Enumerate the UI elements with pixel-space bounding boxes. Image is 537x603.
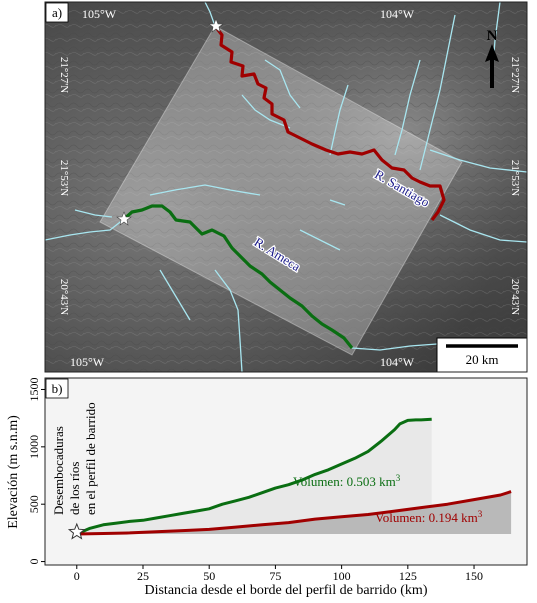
annotation-line-1: Desembocaduras — [51, 426, 66, 515]
lon-label: 104°W — [380, 355, 415, 369]
lat-label: 21°53'N — [509, 160, 521, 196]
x-axis-title: Distancia desde el borde del perfil de b… — [144, 583, 427, 598]
tributary — [429, 149, 527, 173]
x-tick-label: 100 — [333, 569, 351, 583]
volume-label-ameca: Volumen: 0.503 km3 — [293, 473, 401, 489]
y-tick-label: 500 — [27, 495, 41, 513]
volume-area-0 — [76, 419, 432, 534]
tributary — [45, 218, 125, 241]
river-santiago — [213, 25, 446, 221]
north-arrow-label: N — [487, 28, 498, 44]
tributary — [439, 214, 527, 243]
tributary — [264, 59, 301, 109]
volume-area-1 — [76, 491, 512, 534]
panel-label-box — [45, 378, 69, 399]
lat-label: 20°43'N — [58, 279, 70, 315]
mouth-star-icon — [67, 522, 86, 540]
hillshade-texture — [45, 2, 527, 372]
mouth-annotation: Desembocaduras de los ríos en el perfil … — [51, 402, 98, 515]
tributary — [204, 2, 216, 27]
mouth-star-icon — [116, 211, 132, 226]
annotation-line-3: en el perfil de barrido — [83, 402, 98, 515]
x-tick-label: 25 — [137, 569, 149, 583]
tributary — [394, 59, 421, 156]
swath-profile-area — [99, 25, 463, 356]
panel-label-b: b) — [52, 381, 63, 396]
mouth-star-icon — [208, 18, 224, 33]
tributary — [159, 269, 191, 321]
north-arrow-icon — [485, 44, 499, 88]
annotation-line-2: de los ríos — [67, 462, 82, 515]
lat-label: 21°53'N — [58, 160, 70, 196]
profile-line-1 — [76, 490, 512, 536]
y-tick-label: 0 — [27, 559, 41, 565]
volume-label-santiago: Volumen: 0.194 km3 — [375, 509, 483, 525]
tributary — [329, 199, 346, 206]
x-tick-label: 150 — [465, 569, 483, 583]
lat-label: 21°27'N — [58, 57, 70, 93]
map-frame — [44, 1, 528, 373]
x-tick-label: 75 — [269, 569, 281, 583]
scale-bar-box — [436, 337, 527, 372]
tributary — [419, 14, 456, 171]
scale-bar: 20 km — [436, 337, 527, 372]
lon-label: 105°W — [82, 7, 117, 21]
tributary — [299, 229, 341, 251]
north-arrow: N — [485, 28, 499, 88]
tributary — [214, 269, 243, 372]
panel-label-box — [45, 2, 69, 23]
y-tick-label: 1500 — [27, 377, 41, 401]
x-tick-label: 50 — [203, 569, 215, 583]
lat-label: 21°27'N — [509, 57, 521, 93]
chart-frame — [44, 377, 528, 566]
tributaries — [45, 2, 527, 372]
river-ameca — [122, 204, 354, 349]
tributary — [241, 94, 291, 129]
lon-label: 104°W — [380, 7, 415, 21]
tributary — [74, 209, 113, 218]
tributary — [149, 184, 261, 196]
profile-line-0 — [76, 417, 432, 536]
map-panel: R. Santiago R. Ameca 105°W 104°W 105°W 1… — [45, 2, 527, 372]
scale-bar-label: 20 km — [466, 352, 499, 367]
panel-label-a: a) — [52, 5, 62, 20]
lon-label: 105°W — [70, 355, 105, 369]
x-tick-label: 125 — [399, 569, 417, 583]
x-tick-label: 0 — [74, 569, 80, 583]
y-axis-title: Elevación (m s.n.m) — [6, 415, 21, 529]
tributary — [329, 84, 349, 156]
lat-label: 20°43'N — [509, 279, 521, 315]
tributary — [351, 343, 438, 351]
y-tick-label: 1000 — [27, 435, 41, 459]
